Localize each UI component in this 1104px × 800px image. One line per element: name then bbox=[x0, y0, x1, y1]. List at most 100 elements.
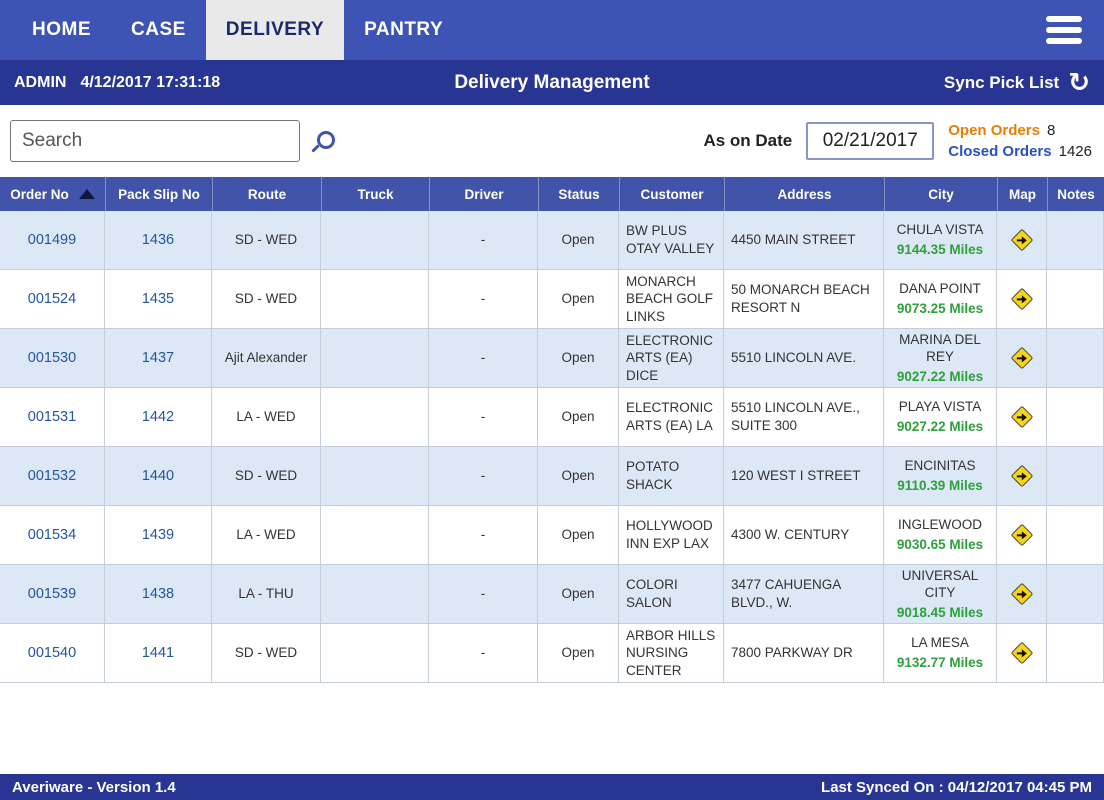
table-row[interactable]: 001540 1441 SD - WED - Open ARBOR HILLS NURSI… bbox=[0, 624, 1104, 683]
driver-cell: - bbox=[429, 211, 538, 269]
map-directions-icon[interactable] bbox=[1010, 464, 1033, 488]
column-header-city[interactable]: City bbox=[884, 177, 997, 211]
order-no-cell[interactable]: 001530 bbox=[0, 329, 105, 387]
city-name: INGLEWOOD bbox=[897, 517, 982, 533]
date-and-counts: As on Date 02/21/2017 Open Orders 8 Clos… bbox=[703, 122, 1094, 160]
order-no-cell[interactable]: 001540 bbox=[0, 624, 105, 682]
address-cell: 3477 CAHUENGA BLVD., W. bbox=[724, 565, 884, 623]
as-on-date-input[interactable]: 02/21/2017 bbox=[806, 122, 935, 160]
column-header-address[interactable]: Address bbox=[724, 177, 884, 211]
tab-pantry[interactable]: PANTRY bbox=[364, 19, 444, 40]
sync-pick-list-button[interactable]: Sync Pick List ↻ bbox=[944, 70, 1090, 96]
table-row[interactable]: 001532 1440 SD - WED - Open POTATO SHACK 120 W… bbox=[0, 447, 1104, 506]
column-header-route[interactable]: Route bbox=[212, 177, 321, 211]
city-name: PLAYA VISTA bbox=[898, 399, 982, 415]
city-miles: 9027.22 Miles bbox=[896, 419, 984, 434]
truck-cell bbox=[321, 211, 429, 269]
pack-slip-no-cell[interactable]: 1435 bbox=[105, 270, 212, 328]
pack-slip-no-cell[interactable]: 1436 bbox=[105, 211, 212, 269]
table-row[interactable]: 001530 1437 Ajit Alexander - Open ELECTRONIC … bbox=[0, 329, 1104, 388]
column-header-label: Route bbox=[247, 186, 287, 202]
column-header-pack-slip-no[interactable]: Pack Slip No bbox=[105, 177, 212, 211]
table-row[interactable]: 001524 1435 SD - WED - Open MONARCH BEACH GOL… bbox=[0, 270, 1104, 329]
address-cell: 4450 MAIN STREET bbox=[724, 211, 884, 269]
map-directions-icon[interactable] bbox=[1010, 523, 1033, 547]
last-synced: Last Synced On : 04/12/2017 04:45 PM bbox=[821, 778, 1092, 796]
city-name: LA MESA bbox=[911, 635, 969, 651]
driver-cell: - bbox=[429, 506, 538, 564]
table-header: Order No Pack Slip No Route Truck Driver Stat… bbox=[0, 177, 1104, 211]
pack-slip-no-cell[interactable]: 1442 bbox=[105, 388, 212, 446]
route-cell: SD - WED bbox=[212, 447, 321, 505]
order-no-cell[interactable]: 001524 bbox=[0, 270, 105, 328]
menu-bar bbox=[1046, 27, 1082, 33]
column-header-label: Notes bbox=[1057, 186, 1095, 202]
table-row[interactable]: 001539 1438 LA - THU - Open COLORI SALON 3477 … bbox=[0, 565, 1104, 624]
page-title: Delivery Management bbox=[454, 71, 650, 93]
route-cell: LA - WED bbox=[212, 388, 321, 446]
address-cell: 5510 LINCOLN AVE., SUITE 300 bbox=[724, 388, 884, 446]
order-no-cell[interactable]: 001531 bbox=[0, 388, 105, 446]
order-no-cell[interactable]: 001499 bbox=[0, 211, 105, 269]
column-header-driver[interactable]: Driver bbox=[429, 177, 538, 211]
search-icon[interactable] bbox=[310, 129, 335, 153]
driver-cell: - bbox=[429, 447, 538, 505]
table-row[interactable]: 001499 1436 SD - WED - Open BW PLUS OTAY VALL… bbox=[0, 211, 1104, 270]
directions-arrow-glyph bbox=[1016, 235, 1027, 245]
route-cell: Ajit Alexander bbox=[212, 329, 321, 387]
map-directions-icon[interactable] bbox=[1010, 582, 1033, 606]
table-row[interactable]: 001531 1442 LA - WED - Open ELECTRONIC ARTS (… bbox=[0, 388, 1104, 447]
map-directions-icon[interactable] bbox=[1010, 346, 1033, 370]
tab-case[interactable]: CASE bbox=[131, 19, 186, 40]
column-header-notes[interactable]: Notes bbox=[1047, 177, 1104, 211]
city-miles: 9027.22 Miles bbox=[896, 368, 984, 384]
pack-slip-no-cell[interactable]: 1441 bbox=[105, 624, 212, 682]
column-header-customer[interactable]: Customer bbox=[619, 177, 724, 211]
truck-cell bbox=[321, 388, 429, 446]
city-miles: 9030.65 Miles bbox=[896, 537, 984, 552]
map-cell bbox=[997, 388, 1047, 446]
driver-cell: - bbox=[429, 329, 538, 387]
city-cell: CHULA VISTA 9144.35 Miles bbox=[884, 211, 997, 269]
column-header-label: Driver bbox=[464, 186, 504, 202]
search-input[interactable] bbox=[10, 120, 300, 162]
tab-delivery[interactable]: DELIVERY bbox=[205, 0, 345, 60]
tab-home[interactable]: HOME bbox=[32, 19, 91, 40]
column-header-label: Status bbox=[558, 186, 600, 202]
city-cell: PLAYA VISTA 9027.22 Miles bbox=[884, 388, 997, 446]
column-header-label: City bbox=[928, 186, 954, 202]
column-header-status[interactable]: Status bbox=[538, 177, 619, 211]
order-no-cell[interactable]: 001532 bbox=[0, 447, 105, 505]
map-directions-icon[interactable] bbox=[1010, 228, 1033, 252]
driver-cell: - bbox=[429, 565, 538, 623]
city-cell: DANA POINT 9073.25 Miles bbox=[884, 270, 997, 328]
map-directions-icon[interactable] bbox=[1010, 287, 1033, 311]
status-cell: Open bbox=[538, 270, 619, 328]
pack-slip-no-cell[interactable]: 1439 bbox=[105, 506, 212, 564]
map-cell bbox=[997, 624, 1047, 682]
sub-header-bar: Delivery Management ADMIN 4/12/2017 17:3… bbox=[0, 60, 1104, 105]
notes-cell bbox=[1047, 388, 1104, 446]
map-directions-icon[interactable] bbox=[1010, 641, 1033, 665]
driver-cell: - bbox=[429, 270, 538, 328]
menu-icon[interactable] bbox=[1046, 16, 1082, 44]
pack-slip-no-cell[interactable]: 1440 bbox=[105, 447, 212, 505]
customer-cell: ELECTRONIC ARTS (EA) DICE bbox=[619, 329, 724, 387]
column-header-order-no[interactable]: Order No bbox=[0, 177, 105, 211]
truck-cell bbox=[321, 329, 429, 387]
city-cell: MARINA DEL REY 9027.22 Miles bbox=[884, 329, 997, 387]
pack-slip-no-cell[interactable]: 1437 bbox=[105, 329, 212, 387]
column-header-truck[interactable]: Truck bbox=[321, 177, 429, 211]
pack-slip-no-cell[interactable]: 1438 bbox=[105, 565, 212, 623]
order-no-cell[interactable]: 001534 bbox=[0, 506, 105, 564]
directions-arrow-glyph bbox=[1016, 589, 1027, 599]
table-row[interactable]: 001534 1439 LA - WED - Open HOLLYWOOD INN EXP… bbox=[0, 506, 1104, 565]
column-header-map[interactable]: Map bbox=[997, 177, 1047, 211]
order-no-cell[interactable]: 001539 bbox=[0, 565, 105, 623]
current-datetime: 4/12/2017 17:31:18 bbox=[80, 73, 221, 91]
orders-table: 001499 1436 SD - WED - Open BW PLUS OTAY VALL… bbox=[0, 211, 1104, 683]
column-header-label: Map bbox=[1009, 186, 1036, 202]
map-directions-icon[interactable] bbox=[1010, 405, 1033, 429]
city-name: MARINA DEL REY bbox=[899, 331, 981, 365]
